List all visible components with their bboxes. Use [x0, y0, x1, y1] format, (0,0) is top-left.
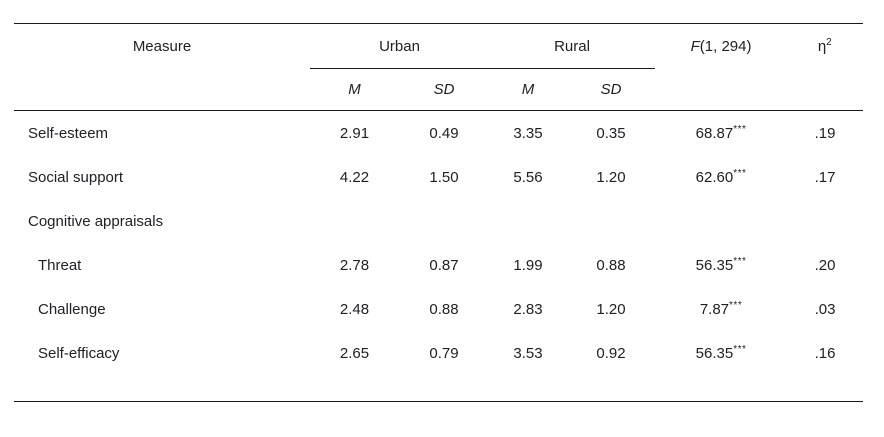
- significance-asterisks: ***: [733, 167, 747, 179]
- empty-header-cell: [787, 68, 864, 111]
- f-value: 56.35***: [655, 243, 787, 287]
- urban-sd-value: 0.79: [429, 344, 459, 362]
- eta-squared-value: .16: [814, 344, 836, 362]
- header-row-spanners: Measure Urban Rural F(1, 294) η2: [14, 23, 863, 69]
- significance-asterisks: ***: [733, 255, 747, 267]
- urban-sd-value: 0.49: [429, 124, 459, 142]
- rural-sd-value: 1.20: [596, 168, 626, 186]
- eta-squared-value: .19: [814, 124, 836, 142]
- table-row-threat: Threat 2.78 0.87 1.99 0.88 56.35*** .20: [14, 243, 863, 287]
- column-header-eta-squared: η2: [787, 24, 863, 69]
- urban-mean-value: 2.78: [339, 256, 370, 274]
- column-group-rural: Rural: [489, 23, 656, 69]
- f-value: 68.87***: [655, 111, 787, 156]
- rural-mean-value: 3.53: [513, 344, 543, 362]
- row-group-label: Cognitive appraisals: [28, 212, 164, 230]
- f-value: 7.87***: [655, 287, 787, 331]
- urban-mean-value: 2.91: [339, 124, 370, 142]
- rural-mean-value: 1.99: [513, 256, 543, 274]
- row-label: Self-efficacy: [38, 344, 120, 362]
- table-row-self-efficacy: Self-efficacy 2.65 0.79 3.53 0.92 56.35*…: [14, 331, 863, 375]
- urban-sd-value: [399, 199, 489, 243]
- spacer-cell: [14, 375, 863, 402]
- column-header-urban-mean: M: [310, 68, 399, 111]
- rural-mean-value: 2.83: [513, 300, 543, 318]
- rural-sd-value: 0.35: [596, 124, 626, 142]
- column-header-rural-sd: SD: [567, 68, 656, 111]
- eta-squared-value: .03: [814, 300, 836, 318]
- eta-squared-value: [787, 199, 863, 243]
- column-header-urban-sd: SD: [399, 68, 490, 111]
- table-row-self-esteem: Self-esteem 2.91 0.49 3.35 0.35 68.87***…: [14, 111, 863, 156]
- f-number: 62.60: [695, 168, 734, 186]
- f-number: 56.35: [695, 344, 734, 362]
- urban-mean-value: [310, 199, 399, 243]
- urban-mean-value: 2.65: [339, 344, 370, 362]
- rural-mean-value: [489, 199, 567, 243]
- rural-mean-value: 3.35: [513, 124, 543, 142]
- column-header-rural-mean: M: [489, 68, 568, 111]
- row-label: Social support: [28, 168, 124, 186]
- f-number: 68.87: [695, 124, 734, 142]
- rural-mean-value: 5.56: [513, 168, 543, 186]
- significance-asterisks: ***: [733, 343, 747, 355]
- row-label: Threat: [38, 256, 82, 274]
- f-value: [655, 199, 787, 243]
- eta-symbol: η: [817, 37, 827, 55]
- column-header-f-statistic: F(1, 294): [655, 24, 787, 69]
- column-header-measure: Measure: [132, 37, 192, 55]
- f-number: 7.87: [699, 300, 730, 318]
- row-label: Self-esteem: [28, 124, 109, 142]
- empty-header-cell: [655, 68, 788, 111]
- anova-results-table: Measure Urban Rural F(1, 294) η2 M SD M …: [14, 23, 864, 402]
- eta-squared-value: .17: [814, 168, 836, 186]
- rural-sd-value: 1.20: [596, 300, 626, 318]
- f-value: 62.60***: [655, 155, 787, 199]
- table-row-challenge: Challenge 2.48 0.88 2.83 1.20 7.87*** .0…: [14, 287, 863, 331]
- eta-exponent: 2: [826, 36, 833, 48]
- urban-mean-value: 2.48: [339, 300, 370, 318]
- bottom-spacer-row: [14, 375, 863, 402]
- header-row-substats: M SD M SD: [14, 68, 864, 111]
- column-group-urban: Urban: [310, 23, 490, 69]
- f-number: 56.35: [695, 256, 734, 274]
- urban-mean-value: 4.22: [339, 168, 370, 186]
- f-symbol: F: [690, 37, 700, 55]
- urban-sd-value: 1.50: [429, 168, 459, 186]
- rural-sd-value: 0.88: [596, 256, 626, 274]
- urban-sd-value: 0.88: [429, 300, 459, 318]
- urban-sd-value: 0.87: [429, 256, 459, 274]
- f-degrees-of-freedom: (1, 294): [699, 37, 752, 55]
- significance-asterisks: ***: [729, 299, 743, 311]
- empty-header-cell: [14, 68, 310, 111]
- row-label: Challenge: [38, 300, 106, 318]
- f-value: 56.35***: [655, 331, 787, 375]
- table-row-cognitive-appraisals: Cognitive appraisals: [14, 199, 863, 243]
- rural-sd-value: [567, 199, 655, 243]
- table-row-social-support: Social support 4.22 1.50 5.56 1.20 62.60…: [14, 155, 863, 199]
- eta-squared-value: .20: [814, 256, 836, 274]
- significance-asterisks: ***: [733, 123, 747, 135]
- rural-sd-value: 0.92: [596, 344, 626, 362]
